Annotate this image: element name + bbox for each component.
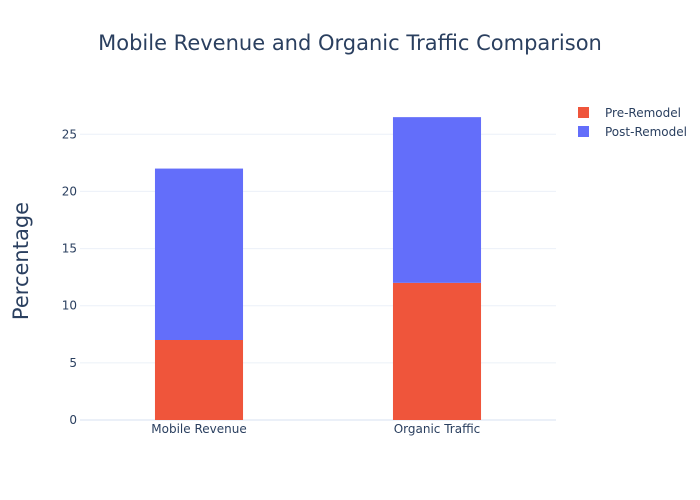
y-axis: 0 5 10 15 20 25 — [62, 127, 77, 427]
legend-label: Post-Remodel — [605, 125, 687, 139]
legend-swatch — [578, 107, 589, 118]
y-axis-title: Percentage — [9, 202, 33, 320]
y-tick-label: 20 — [62, 184, 77, 198]
bar-pre-remodel-mobile-revenue[interactable] — [154, 340, 244, 420]
legend-item-pre-remodel[interactable]: Pre-Remodel — [578, 106, 681, 120]
bar-post-remodel-mobile-revenue[interactable] — [154, 168, 244, 340]
legend-swatch — [578, 126, 589, 137]
y-tick-label: 5 — [69, 356, 77, 370]
x-tick-label: Mobile Revenue — [151, 422, 246, 436]
bar-pre-remodel-organic-traffic[interactable] — [392, 282, 482, 420]
grid-layer — [80, 133, 556, 421]
legend-item-post-remodel[interactable]: Post-Remodel — [578, 125, 687, 139]
x-tick-label: Organic Traffic — [394, 422, 481, 436]
y-tick-label: 25 — [62, 127, 77, 141]
legend-label: Pre-Remodel — [605, 106, 681, 120]
legend[interactable]: Pre-Remodel Post-Remodel — [578, 106, 687, 139]
y-tick-label: 10 — [62, 299, 77, 313]
bars-layer — [154, 117, 482, 420]
y-tick-label: 0 — [69, 413, 77, 427]
bar-post-remodel-organic-traffic[interactable] — [392, 117, 482, 283]
x-axis: Mobile Revenue Organic Traffic — [151, 422, 480, 436]
chart-title: Mobile Revenue and Organic Traffic Compa… — [98, 31, 602, 55]
y-tick-label: 15 — [62, 242, 77, 256]
